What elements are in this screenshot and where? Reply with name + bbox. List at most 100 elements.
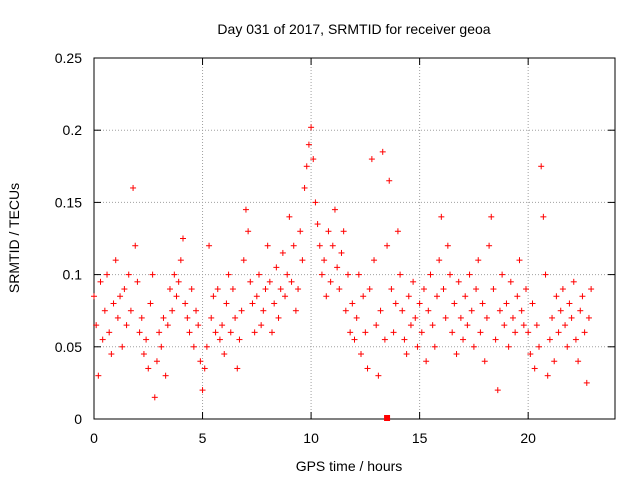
data-point	[149, 271, 156, 278]
data-point	[295, 286, 302, 293]
data-point	[288, 278, 295, 285]
data-point	[227, 329, 234, 336]
data-point	[518, 307, 525, 314]
data-point	[529, 300, 536, 307]
data-point	[464, 322, 471, 329]
data-point	[104, 271, 111, 278]
data-point	[290, 242, 297, 249]
data-point	[373, 322, 380, 329]
data-point	[253, 293, 260, 300]
data-point	[425, 307, 432, 314]
y-tick-label: 0.1	[63, 267, 83, 283]
data-point	[358, 351, 365, 358]
data-point	[273, 264, 280, 271]
data-point	[381, 336, 388, 343]
data-point	[509, 314, 516, 321]
data-point	[327, 278, 334, 285]
data-point	[542, 271, 549, 278]
data-point	[477, 329, 484, 336]
data-point	[551, 358, 558, 365]
data-point	[364, 365, 371, 372]
data-point	[384, 242, 391, 249]
data-point	[114, 314, 121, 321]
data-point	[279, 249, 286, 256]
data-point	[240, 257, 247, 264]
data-point	[392, 300, 399, 307]
data-point	[182, 300, 189, 307]
data-point	[557, 307, 564, 314]
data-point	[447, 271, 454, 278]
data-point	[130, 184, 137, 191]
data-point	[407, 322, 414, 329]
data-point	[247, 278, 254, 285]
y-tick-label: 0.2	[63, 122, 83, 138]
data-point	[377, 307, 384, 314]
data-point	[555, 329, 562, 336]
data-point	[360, 293, 367, 300]
data-point	[585, 314, 592, 321]
data-point	[512, 329, 519, 336]
data-point	[540, 213, 547, 220]
data-point	[117, 293, 124, 300]
data-point	[156, 329, 163, 336]
data-point	[269, 329, 276, 336]
data-point	[151, 394, 158, 401]
data-point	[544, 372, 551, 379]
data-point	[140, 351, 147, 358]
data-point	[238, 307, 245, 314]
data-point	[499, 271, 506, 278]
data-point	[95, 372, 102, 379]
data-point	[162, 372, 169, 379]
data-point	[581, 329, 588, 336]
data-point	[112, 257, 119, 264]
data-point	[397, 271, 404, 278]
data-point	[136, 329, 143, 336]
data-point	[255, 271, 262, 278]
data-point	[514, 293, 521, 300]
data-point	[433, 293, 440, 300]
data-point	[303, 163, 310, 170]
data-point	[390, 329, 397, 336]
data-point	[125, 271, 132, 278]
data-point	[127, 307, 134, 314]
data-point	[323, 293, 330, 300]
data-point	[225, 271, 232, 278]
data-point	[134, 278, 141, 285]
data-point	[444, 242, 451, 249]
data-point	[234, 365, 241, 372]
data-point	[379, 148, 386, 155]
x-tick-label: 5	[199, 430, 207, 446]
data-point	[429, 322, 436, 329]
data-point	[171, 271, 178, 278]
data-point	[308, 124, 315, 131]
data-point	[184, 314, 191, 321]
data-point	[216, 336, 223, 343]
data-point	[503, 300, 510, 307]
data-point	[275, 314, 282, 321]
data-point	[483, 314, 490, 321]
data-point	[314, 221, 321, 228]
x-tick-label: 15	[412, 430, 428, 446]
data-point	[312, 199, 319, 206]
data-point	[525, 329, 532, 336]
data-point	[507, 278, 514, 285]
data-point	[282, 293, 289, 300]
data-point	[468, 307, 475, 314]
data-point	[520, 322, 527, 329]
data-point	[538, 163, 545, 170]
data-point	[412, 314, 419, 321]
data-point	[297, 228, 304, 235]
data-point	[143, 336, 150, 343]
data-point	[338, 249, 345, 256]
data-point	[442, 314, 449, 321]
data-point	[566, 300, 573, 307]
data-point	[418, 329, 425, 336]
data-point	[479, 300, 486, 307]
data-point	[190, 343, 197, 350]
data-point	[344, 271, 351, 278]
data-point	[420, 286, 427, 293]
data-point	[416, 300, 423, 307]
data-point	[455, 278, 462, 285]
data-point	[132, 242, 139, 249]
data-point	[208, 314, 215, 321]
